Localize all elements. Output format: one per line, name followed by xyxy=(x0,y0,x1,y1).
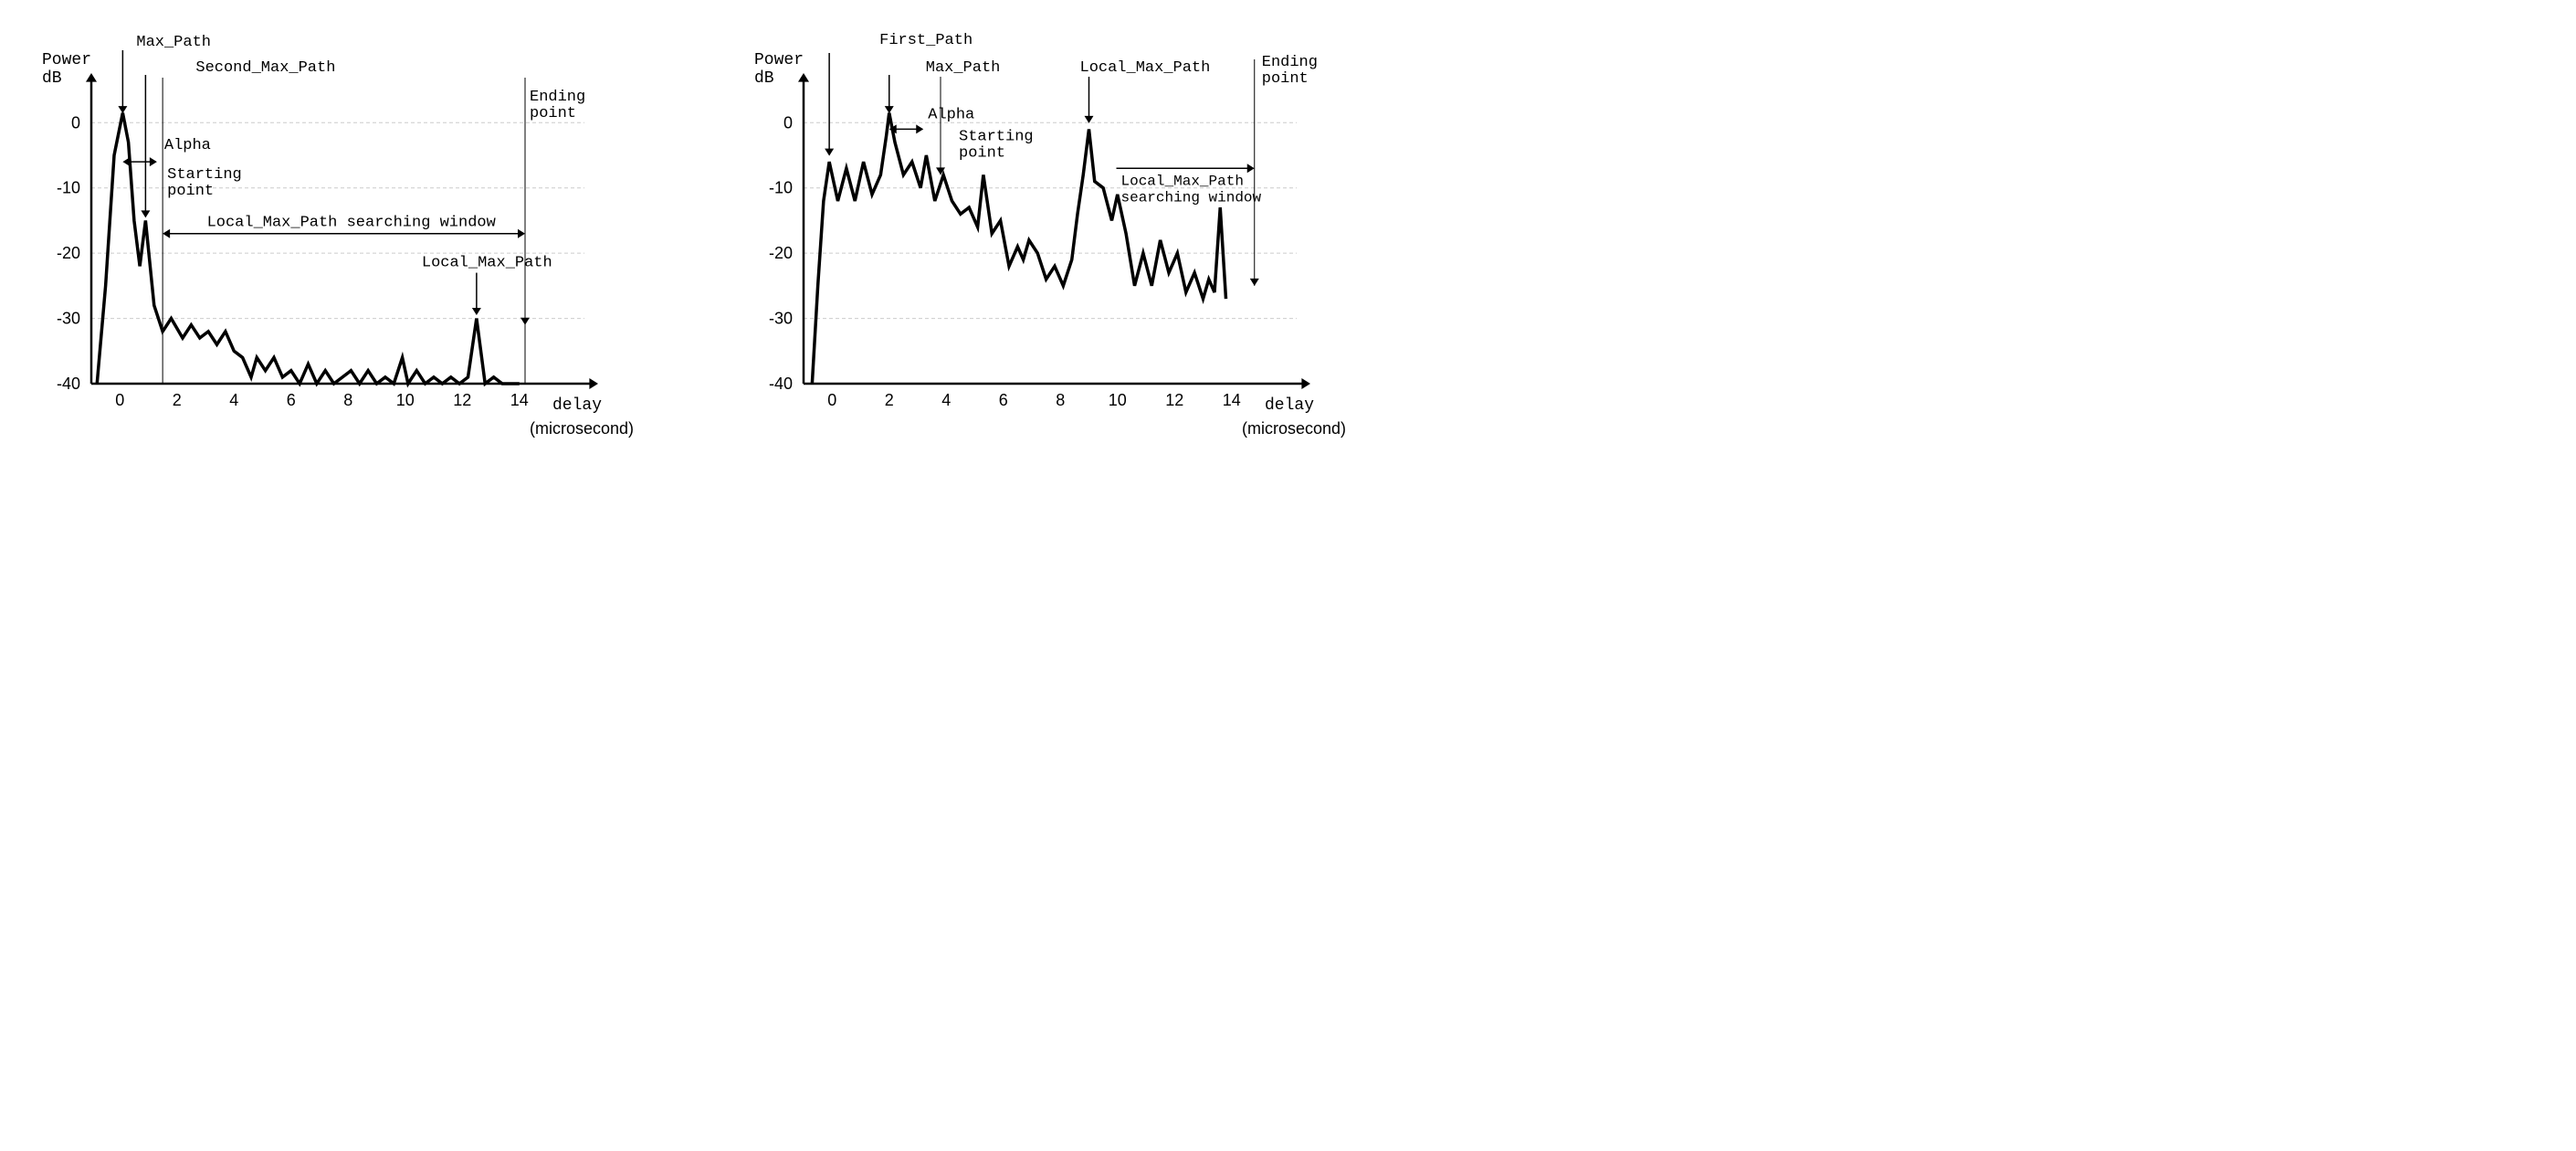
svg-text:4: 4 xyxy=(941,391,951,409)
svg-text:Alpha: Alpha xyxy=(928,106,974,123)
svg-text:0: 0 xyxy=(783,113,793,132)
svg-text:-40: -40 xyxy=(57,375,80,393)
svg-text:6: 6 xyxy=(287,391,296,409)
svg-text:-10: -10 xyxy=(769,179,793,197)
svg-text:-30: -30 xyxy=(57,310,80,328)
svg-text:Power: Power xyxy=(42,51,91,69)
svg-text:point: point xyxy=(530,105,576,122)
svg-text:point: point xyxy=(959,144,1005,162)
svg-text:Max_Path: Max_Path xyxy=(926,59,1001,77)
svg-text:12: 12 xyxy=(1165,391,1183,409)
svg-text:-20: -20 xyxy=(769,244,793,262)
svg-text:Local_Max_Path: Local_Max_Path xyxy=(1080,59,1211,77)
svg-text:(microsecond): (microsecond) xyxy=(1242,419,1346,438)
svg-text:delay: delay xyxy=(552,396,602,415)
svg-text:Local_Max_Path: Local_Max_Path xyxy=(1121,173,1244,189)
left-chart-svg: -40 -30 -20 -10 0 0 2 4 6 8 10 12 14 PowerdB delay (mic… xyxy=(18,18,657,457)
svg-text:Second_Max_Path: Second_Max_Path xyxy=(195,59,335,77)
svg-text:Starting: Starting xyxy=(959,128,1034,145)
svg-text:14: 14 xyxy=(1223,391,1241,409)
right-chart-wrapper: -40 -30 -20 -10 0 0 2 4 6 8 10 12 14 PowerdB delay (mic… xyxy=(731,18,1370,457)
svg-text:(microsecond): (microsecond) xyxy=(530,419,634,438)
svg-text:point: point xyxy=(167,183,214,200)
svg-text:8: 8 xyxy=(1056,391,1065,409)
svg-text:Max_Path: Max_Path xyxy=(136,34,211,51)
svg-text:4: 4 xyxy=(229,391,238,409)
svg-text:10: 10 xyxy=(396,391,415,409)
svg-text:-10: -10 xyxy=(57,179,80,197)
svg-text:8: 8 xyxy=(343,391,352,409)
svg-text:searching window: searching window xyxy=(1121,189,1262,206)
svg-text:14: 14 xyxy=(510,391,529,409)
left-chart-wrapper: -40 -30 -20 -10 0 0 2 4 6 8 10 12 14 PowerdB delay (mic… xyxy=(18,18,657,457)
svg-text:dB: dB xyxy=(754,69,774,88)
svg-text:2: 2 xyxy=(173,391,182,409)
svg-text:10: 10 xyxy=(1109,391,1127,409)
svg-text:Alpha: Alpha xyxy=(164,137,211,154)
svg-text:Starting: Starting xyxy=(167,166,242,184)
svg-text:Local_Max_Path searching windo: Local_Max_Path searching window xyxy=(207,215,497,232)
svg-text:dB: dB xyxy=(42,69,62,88)
svg-text:6: 6 xyxy=(999,391,1008,409)
svg-text:Power: Power xyxy=(754,51,804,69)
svg-text:point: point xyxy=(1262,70,1309,88)
svg-text:0: 0 xyxy=(827,391,836,409)
svg-text:-20: -20 xyxy=(57,244,80,262)
svg-text:delay: delay xyxy=(1265,396,1314,415)
svg-text:12: 12 xyxy=(453,391,471,409)
charts-container: -40-30-20-10002468101214PowerdBdelay(mic… xyxy=(18,18,2558,457)
svg-text:Local_Max_Path: Local_Max_Path xyxy=(422,254,552,271)
svg-text:0: 0 xyxy=(115,391,124,409)
right-chart-svg: -40 -30 -20 -10 0 0 2 4 6 8 10 12 14 PowerdB delay (mic… xyxy=(731,18,1370,457)
svg-text:2: 2 xyxy=(885,391,894,409)
svg-text:0: 0 xyxy=(71,113,80,132)
svg-text:Ending: Ending xyxy=(1262,54,1318,71)
svg-text:Ending: Ending xyxy=(530,89,585,106)
svg-text:-30: -30 xyxy=(769,310,793,328)
svg-text:-40: -40 xyxy=(769,375,793,393)
svg-text:First_Path: First_Path xyxy=(879,32,973,49)
